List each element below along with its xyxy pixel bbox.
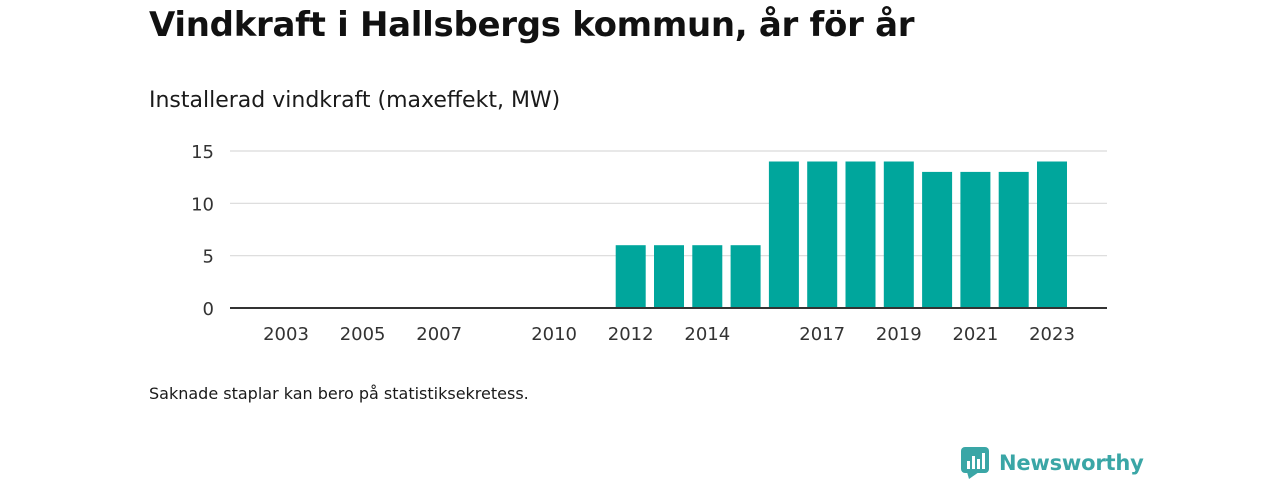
brand-name: Newsworthy <box>999 451 1144 475</box>
bar-2015[interactable] <box>730 245 761 308</box>
x-tick-label-2010: 2010 <box>531 324 577 345</box>
bar-2013[interactable] <box>654 245 684 308</box>
x-tick-label-2017: 2017 <box>799 324 845 345</box>
newsworthy-logo[interactable]: Newsworthy <box>961 446 1144 480</box>
x-tick-label-2023: 2023 <box>1029 324 1075 345</box>
bar-2019[interactable] <box>883 161 914 309</box>
x-tick-label-2021: 2021 <box>952 324 998 345</box>
footnote: Saknade staplar kan bero på statistiksek… <box>149 384 529 403</box>
bar-2014[interactable] <box>692 245 723 308</box>
chart-title: Vindkraft i Hallsbergs kommun, år för år <box>149 5 915 45</box>
x-tick-label-2014: 2014 <box>684 324 730 345</box>
x-tick-label-2007: 2007 <box>416 324 462 345</box>
y-tick-label-5: 5 <box>203 247 214 268</box>
bar-2016[interactable] <box>768 161 799 309</box>
bar-2012[interactable] <box>615 245 646 308</box>
x-tick-label-2003: 2003 <box>263 324 309 345</box>
bar-2022[interactable] <box>998 171 1029 308</box>
newsworthy-logo-icon <box>961 447 989 479</box>
bar-2020[interactable] <box>922 171 953 308</box>
bar-2021[interactable] <box>960 171 991 308</box>
x-axis-labels: 2003 2005 2007 2010 2012 2014 2017 2019 2021 2023 <box>263 324 1075 345</box>
y-axis-labels: 0 5 10 15 <box>191 142 214 320</box>
chart-subtitle: Installerad vindkraft (maxeffekt, MW) <box>149 88 561 113</box>
x-tick-label-2019: 2019 <box>876 324 922 345</box>
y-tick-label-15: 15 <box>191 142 214 163</box>
y-tick-label-10: 10 <box>191 194 214 215</box>
x-tick-label-2012: 2012 <box>608 324 654 345</box>
bar-2017[interactable] <box>807 161 838 309</box>
x-tick-label-2005: 2005 <box>340 324 386 345</box>
bar-2018[interactable] <box>845 161 876 309</box>
bars <box>615 161 1067 309</box>
bar-2023[interactable] <box>1037 161 1067 309</box>
y-tick-label-0: 0 <box>203 299 214 320</box>
